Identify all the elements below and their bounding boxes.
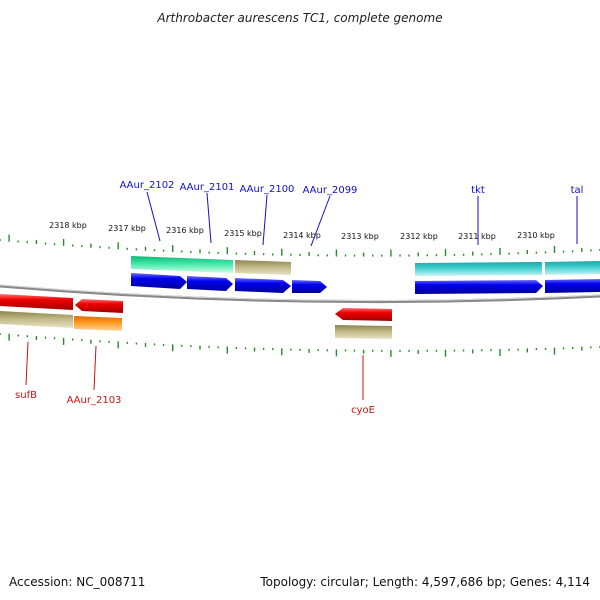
leader-line [262,194,268,246]
ruler-label: 2312 kbp [400,232,438,241]
gene-label-tal[interactable]: tal [571,185,584,196]
map-title: Arthrobacter aurescens TC1, complete gen… [156,11,442,25]
cds-arrow-forward [235,278,291,293]
ruler-label: 2315 kbp [224,229,262,238]
cds-arrow-forward [292,280,327,293]
ruler-label: 2313 kbp [341,232,379,241]
gene-label-cyoe[interactable]: cyoE [351,405,375,416]
feature-band-teal [545,261,600,275]
leader-line [93,345,97,391]
cds-arrow-forward [415,280,543,294]
ruler-label: 2318 kbp [49,221,87,230]
cds-arrow-forward [187,276,233,291]
cds-reverse-track [0,294,392,321]
gene-label-aaur-2099[interactable]: AAur_2099 [303,185,358,196]
cds-arrow-reverse [75,299,123,313]
gene-label-aaur-2101[interactable]: AAur_2101 [180,182,235,193]
ruler-label: 2316 kbp [166,226,204,235]
ruler-label: 2317 kbp [108,224,146,233]
leader-line [25,341,29,386]
genome-summary: Topology: circular; Length: 4,597,686 bp… [259,575,590,589]
genome-backbone-highlight [0,284,600,302]
gene-label-aaur-2102[interactable]: AAur_2102 [120,180,175,191]
cds-arrow-reverse [0,294,73,310]
gene-labels: AAur_2102 AAur_2101 AAur_2100 AAur_2099 … [15,180,583,416]
ruler-ticks-top [0,234,600,257]
ruler-label: 2310 kbp [517,231,555,240]
feature-band-khaki [0,311,73,328]
feature-band-khaki [335,325,392,339]
gene-label-aaur-2103[interactable]: AAur_2103 [67,395,122,406]
feature-band-teal [415,262,542,276]
feature-band-orange [74,316,122,331]
accession-label: Accession: NC_008711 [9,575,145,589]
gene-label-aaur-2100[interactable]: AAur_2100 [240,184,295,195]
feature-bands-bottom [0,311,392,339]
gene-label-sufb[interactable]: sufB [15,390,37,401]
cds-forward-track [131,273,600,294]
cds-arrow-forward [131,273,187,289]
ruler-labels: 2318 kbp 2317 kbp 2316 kbp 2315 kbp 2314… [49,221,555,241]
cds-arrow-reverse [335,308,392,321]
leader-line [206,192,212,244]
gene-label-leaders [25,191,578,400]
ruler-label: 2314 kbp [283,231,321,240]
genome-backbone [0,284,600,304]
leader-line [310,195,331,247]
gene-label-tkt[interactable]: tkt [471,185,485,196]
ruler-label: 2311 kbp [458,232,496,241]
cds-arrow-forward [545,279,600,293]
feature-band-khaki [235,260,291,275]
leader-line [146,191,161,242]
feature-bands-top [131,256,600,276]
feature-band-mint [131,256,233,273]
ruler-ticks-bottom [0,333,600,357]
